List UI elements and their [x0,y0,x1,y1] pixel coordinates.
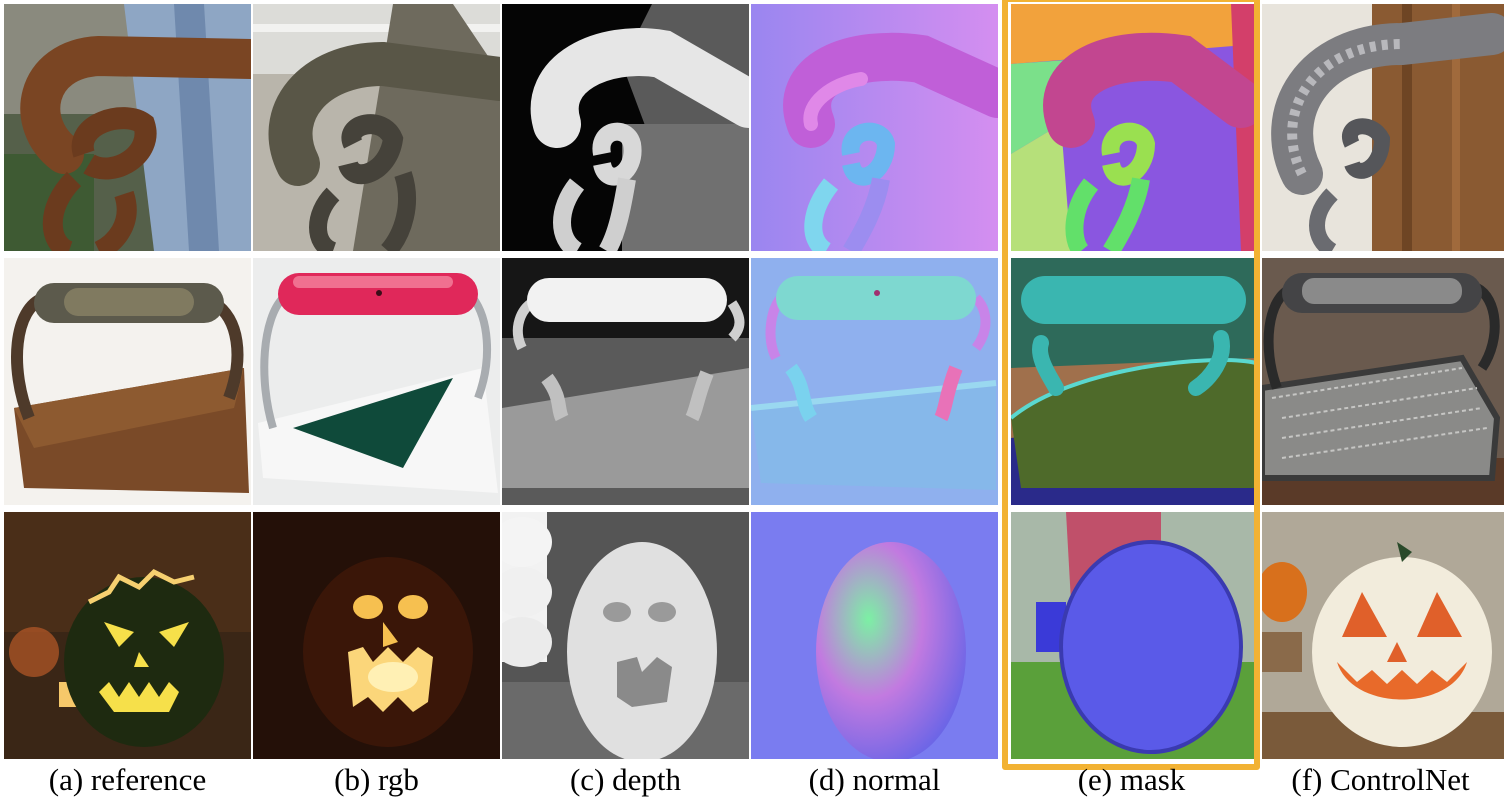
mask-iron-image [1011,258,1258,505]
caption-rgb: (b) rgb [334,762,419,797]
normal-pumpkin-image [751,512,998,759]
rgb-chain-image [253,4,500,251]
mask-chain-image [1011,4,1258,251]
controlnet-chain-image [1262,4,1504,251]
controlnet-iron-image [1262,258,1504,505]
depth-pumpkin-image [502,512,749,759]
caption-mask: (e) mask [1077,762,1186,797]
controlnet-pumpkin-image [1262,512,1504,759]
depth-iron-image [502,258,749,505]
caption-controlnet: (f) ControlNet [1291,762,1470,797]
normal-chain-image [751,4,998,251]
mask-pumpkin-image [1011,512,1258,759]
caption-normal: (d) normal [808,762,941,797]
normal-iron-image [751,258,998,505]
rgb-pumpkin-image [253,512,500,759]
caption-reference: (a) reference [48,762,207,797]
rgb-iron-image [253,258,500,505]
reference-pumpkin-image [4,512,251,759]
caption-depth: (c) depth [569,762,682,797]
reference-chain-image [4,4,251,251]
depth-chain-image [502,4,749,251]
reference-iron-image [4,258,251,505]
